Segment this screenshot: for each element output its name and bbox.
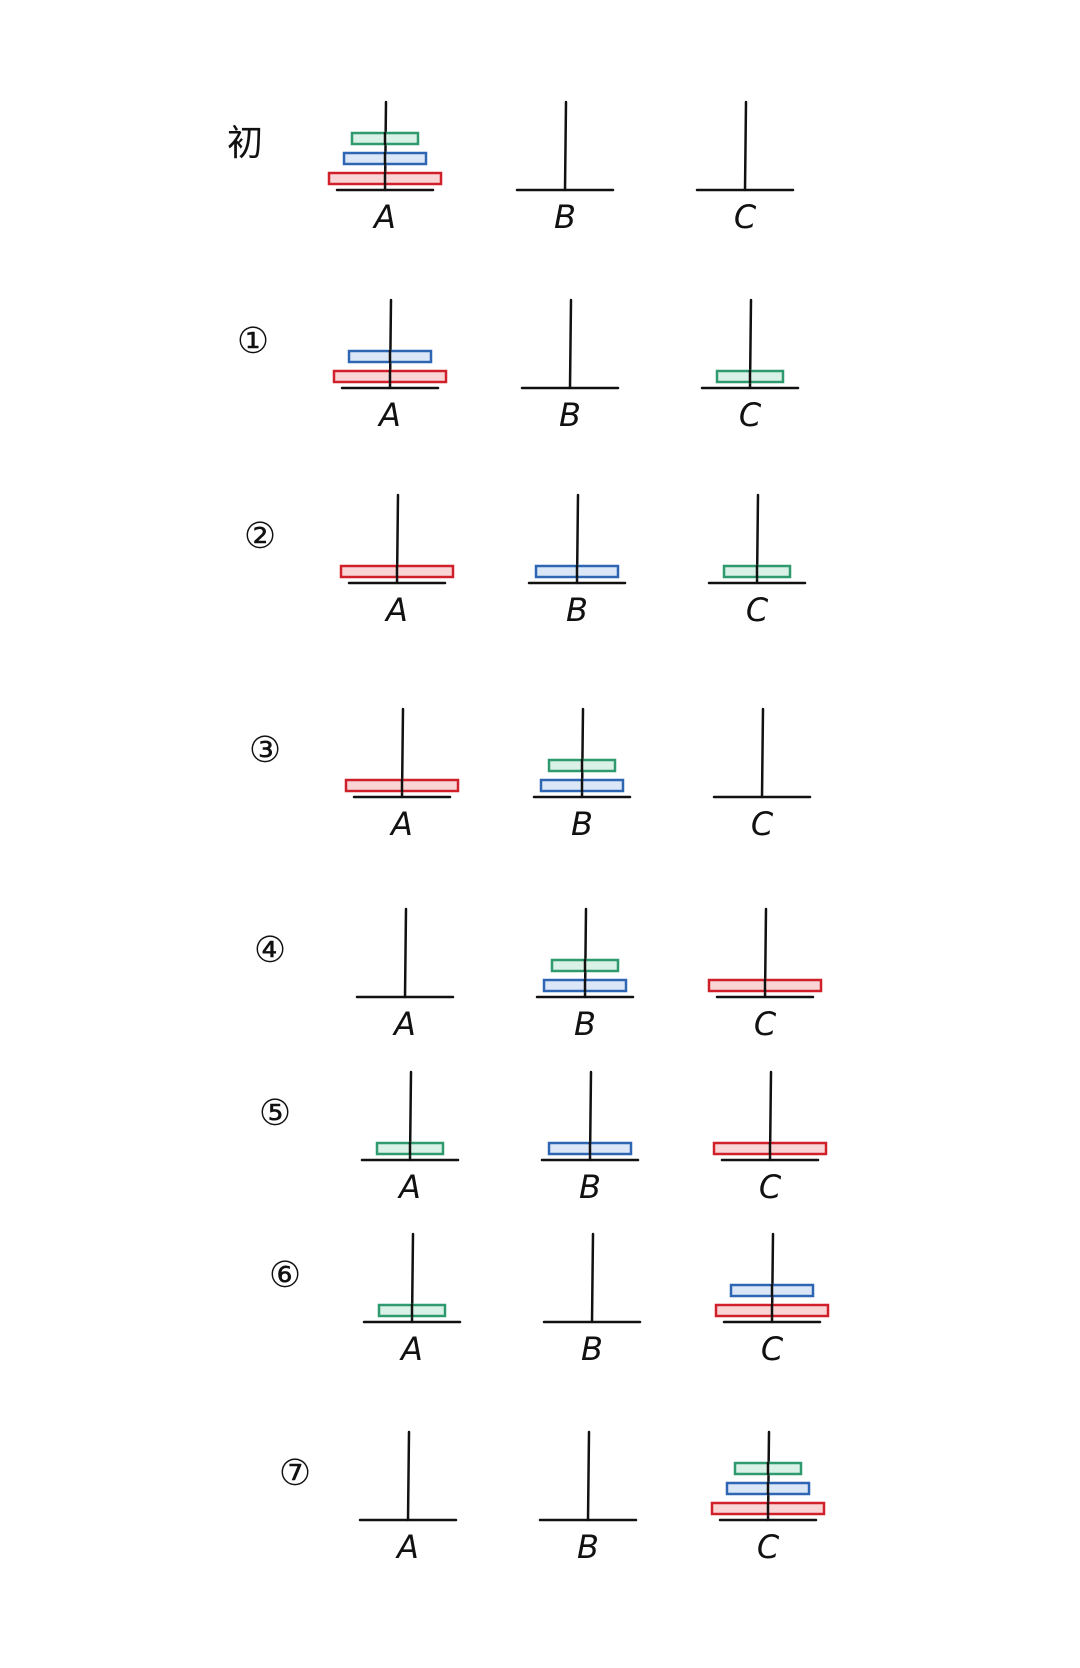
peg-label: C: [761, 1330, 784, 1368]
peg-b: B: [538, 1430, 638, 1566]
peg-c: C: [700, 298, 800, 434]
peg-label: A: [392, 1005, 416, 1043]
peg-label: A: [399, 1330, 423, 1368]
peg-label: C: [734, 198, 757, 236]
peg-b: B: [535, 907, 635, 1043]
stage-label: ⑥: [269, 1255, 301, 1296]
stage-6: ⑥ A B C: [269, 1232, 830, 1368]
stage-4: ④ A B C: [254, 907, 823, 1043]
stage-5: ⑤ A B C: [259, 1070, 828, 1206]
peg-c: C: [707, 907, 823, 1043]
peg-label: C: [739, 396, 762, 434]
peg-c: C: [707, 493, 807, 629]
peg-label: C: [754, 1005, 777, 1043]
peg-c: C: [695, 100, 795, 236]
peg-label: B: [559, 396, 581, 434]
stage-label: ②: [244, 516, 276, 557]
peg-c: C: [714, 1232, 830, 1368]
peg-b: B: [515, 100, 615, 236]
peg-a: A: [344, 707, 460, 843]
stage-7: ⑦ A B C: [279, 1430, 826, 1566]
peg-label: C: [759, 1168, 782, 1206]
peg-label: B: [581, 1330, 603, 1368]
peg-b: B: [540, 1070, 640, 1206]
stage-2: ② A B C: [244, 493, 807, 629]
peg-b: B: [532, 707, 632, 843]
stage-label: ①: [237, 321, 269, 362]
stage-0: 初 A B C: [227, 100, 795, 236]
peg-label: B: [571, 805, 593, 843]
stage-3: ③ A B C: [249, 707, 812, 843]
peg-rod: [586, 1430, 591, 1522]
peg-label: B: [574, 1005, 596, 1043]
peg-label: A: [397, 1168, 421, 1206]
peg-a: A: [362, 1232, 462, 1368]
peg-b: B: [542, 1232, 642, 1368]
peg-label: A: [377, 396, 401, 434]
peg-label: C: [757, 1528, 780, 1566]
stage-label: ④: [254, 930, 286, 971]
peg-label: B: [566, 591, 588, 629]
peg-a: A: [358, 1430, 458, 1566]
peg-label: A: [395, 1528, 419, 1566]
peg-a: A: [339, 493, 455, 629]
peg-rod: [568, 298, 573, 390]
stage-label: 初: [227, 123, 263, 164]
peg-rod: [743, 100, 748, 192]
peg-a: A: [327, 100, 443, 236]
peg-a: A: [332, 298, 448, 434]
stage-label: ⑤: [259, 1093, 291, 1134]
peg-label: C: [751, 805, 774, 843]
peg-label: A: [384, 591, 408, 629]
peg-label: A: [389, 805, 413, 843]
peg-rod: [760, 707, 765, 799]
peg-label: B: [579, 1168, 601, 1206]
peg-label: B: [554, 198, 576, 236]
peg-rod: [406, 1430, 411, 1522]
peg-a: A: [355, 907, 455, 1043]
peg-c: C: [710, 1430, 826, 1566]
peg-rod: [590, 1232, 595, 1324]
peg-c: C: [712, 1070, 828, 1206]
peg-label: C: [746, 591, 769, 629]
peg-rod: [563, 100, 568, 192]
peg-rod: [403, 907, 408, 999]
peg-label: B: [577, 1528, 599, 1566]
peg-b: B: [527, 493, 627, 629]
peg-c: C: [712, 707, 812, 843]
peg-label: A: [372, 198, 396, 236]
peg-b: B: [520, 298, 620, 434]
stage-1: ① A B C: [237, 298, 800, 434]
stage-label: ③: [249, 730, 281, 771]
stage-label: ⑦: [279, 1453, 311, 1494]
peg-a: A: [360, 1070, 460, 1206]
